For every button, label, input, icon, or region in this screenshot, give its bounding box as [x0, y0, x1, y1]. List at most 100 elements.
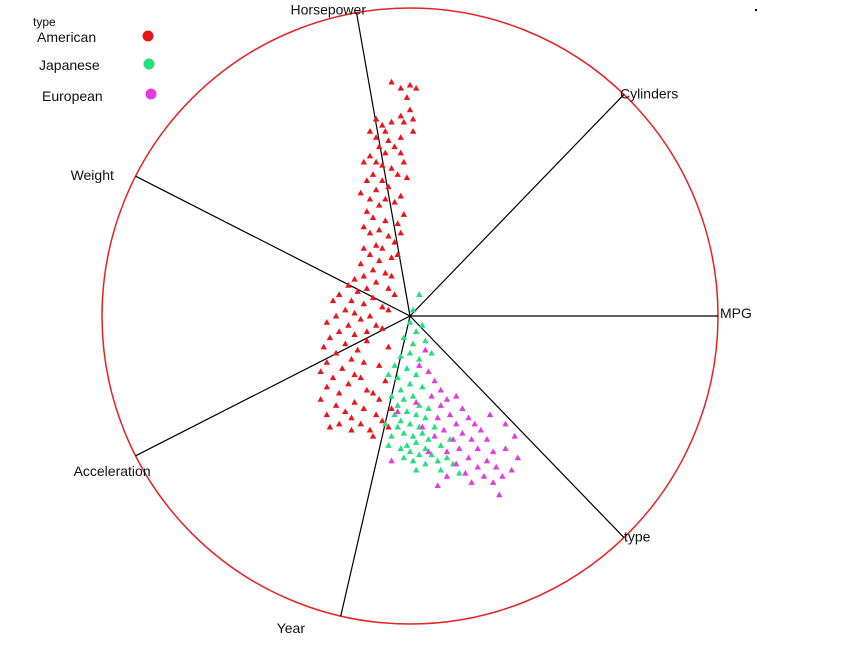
spoke-cylinders	[409, 94, 625, 317]
point-european-47	[502, 420, 509, 427]
point-japanese-6	[409, 340, 417, 347]
point-american-4	[403, 94, 411, 100]
point-european-26	[465, 454, 472, 461]
point-american-28	[379, 177, 386, 184]
point-american-6	[397, 112, 404, 119]
point-japanese-31	[394, 423, 401, 430]
point-japanese-27	[412, 411, 420, 418]
point-american-111	[409, 128, 417, 134]
point-american-98	[342, 408, 349, 415]
point-european-42	[419, 423, 426, 430]
point-american-74	[372, 322, 380, 328]
point-american-9	[388, 118, 395, 125]
point-japanese-7	[422, 337, 429, 344]
point-american-126	[388, 405, 395, 411]
point-european-45	[388, 457, 395, 464]
point-american-19	[382, 149, 389, 156]
point-european-33	[443, 472, 451, 479]
point-american-117	[394, 251, 401, 257]
point-american-25	[394, 171, 401, 177]
point-american-22	[372, 158, 380, 165]
point-japanese-25	[403, 408, 411, 415]
point-american-41	[376, 226, 383, 233]
point-japanese-23	[394, 402, 401, 408]
point-japanese-54	[443, 454, 451, 461]
point-american-12	[382, 128, 389, 134]
point-american-94	[317, 395, 324, 402]
point-japanese-28	[397, 417, 404, 424]
point-american-123	[376, 362, 383, 368]
point-american-38	[382, 217, 389, 224]
point-european-24	[489, 448, 497, 455]
point-american-68	[351, 309, 358, 316]
point-american-109	[369, 432, 377, 439]
point-american-108	[385, 423, 392, 430]
point-japanese-35	[419, 429, 426, 436]
point-european-29	[474, 463, 481, 470]
point-european-23	[474, 445, 481, 451]
axis-label-type: type	[624, 529, 651, 545]
spoke-acceleration	[135, 315, 411, 457]
point-japanese-26	[391, 411, 398, 418]
point-european-35	[489, 479, 497, 485]
point-american-88	[351, 371, 358, 378]
point-japanese-49	[437, 466, 444, 473]
legend-entry-american: American	[37, 29, 154, 45]
point-american-65	[329, 297, 337, 304]
point-american-30	[372, 186, 380, 193]
point-american-63	[348, 297, 355, 304]
point-american-34	[391, 198, 398, 205]
point-american-61	[335, 291, 343, 297]
point-european-1	[416, 362, 423, 368]
point-american-103	[335, 420, 343, 427]
point-japanese-55	[425, 405, 432, 411]
point-japanese-45	[400, 454, 408, 461]
point-japanese-34	[409, 432, 417, 439]
point-japanese-50	[388, 432, 395, 439]
point-japanese-3	[412, 328, 420, 334]
point-european-30	[493, 463, 500, 470]
point-american-3	[412, 84, 420, 91]
point-american-84	[323, 359, 331, 365]
point-american-107	[326, 423, 334, 430]
point-american-79	[342, 340, 349, 347]
legend-label-american: American	[37, 29, 96, 45]
point-american-129	[369, 389, 377, 396]
point-european-39	[502, 445, 509, 451]
point-american-69	[366, 312, 374, 319]
point-japanese-12	[391, 362, 398, 368]
point-american-56	[372, 278, 380, 285]
point-american-102	[357, 420, 364, 427]
point-japanese-39	[422, 445, 429, 451]
axis-labels: MPG Cylinders Horsepower Weight Acceleration…	[71, 2, 752, 636]
point-european-43	[412, 399, 420, 405]
point-american-31	[357, 189, 364, 196]
point-japanese-59	[456, 469, 463, 476]
point-american-97	[360, 405, 367, 411]
point-european-28	[453, 460, 460, 467]
point-american-49	[388, 254, 395, 261]
point-european-32	[480, 472, 488, 479]
point-american-35	[376, 201, 383, 208]
point-american-81	[354, 346, 361, 353]
point-american-120	[385, 306, 392, 313]
point-american-36	[363, 208, 371, 214]
point-japanese-24	[416, 402, 423, 408]
point-american-0	[388, 78, 395, 85]
point-american-44	[391, 238, 398, 245]
point-european-2	[425, 368, 432, 374]
point-american-104	[379, 417, 386, 424]
point-american-114	[397, 192, 404, 199]
point-european-11	[465, 414, 472, 421]
point-american-93	[335, 389, 343, 396]
legend-dot-american	[142, 30, 154, 42]
point-european-8	[437, 402, 444, 408]
legend-dot-european	[145, 88, 157, 100]
point-european-40	[514, 454, 521, 461]
point-japanese-48	[412, 466, 420, 473]
point-european-36	[499, 472, 506, 479]
point-japanese-53	[437, 442, 444, 448]
point-japanese-38	[403, 442, 411, 448]
point-american-7	[409, 115, 417, 122]
